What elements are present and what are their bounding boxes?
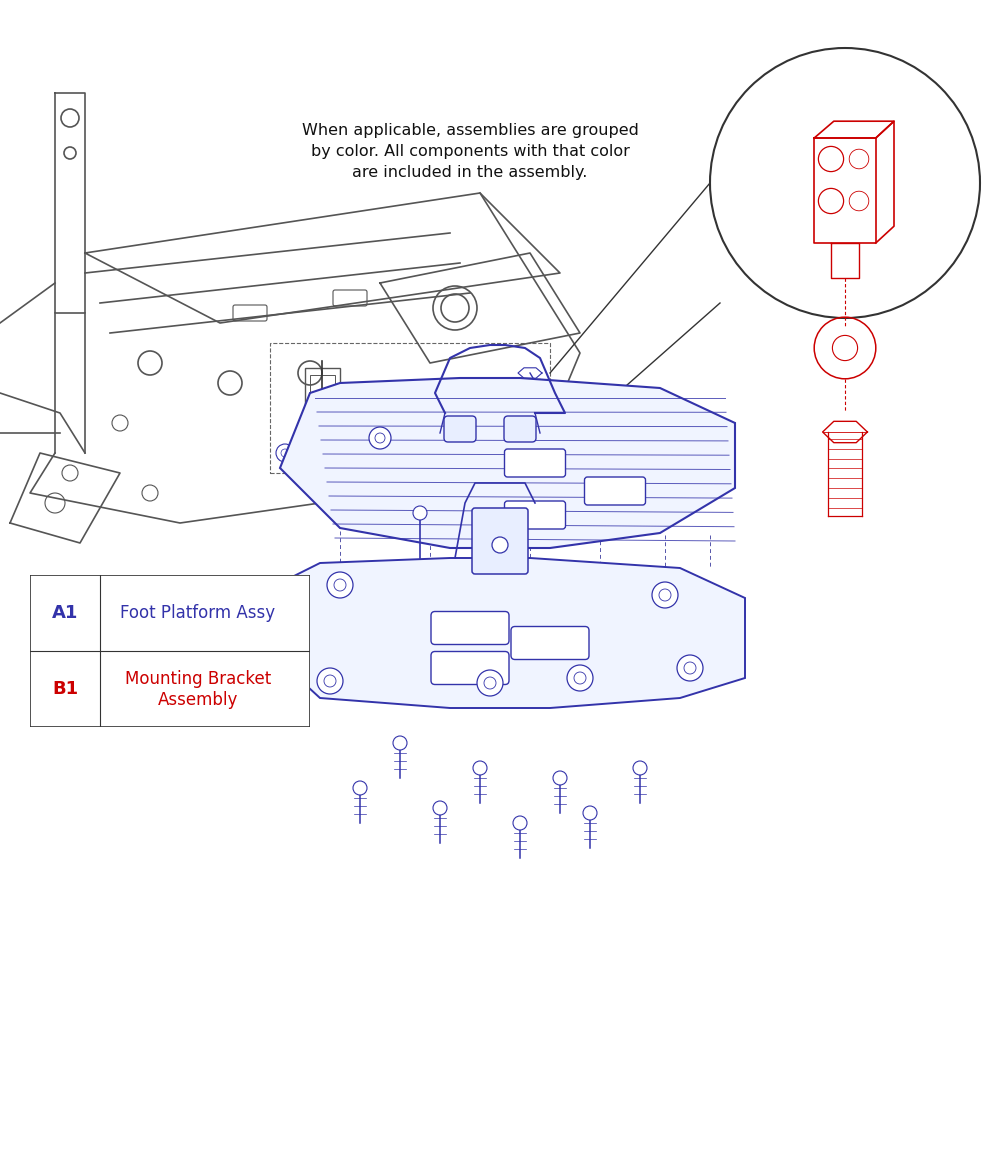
Circle shape <box>567 665 593 691</box>
FancyBboxPatch shape <box>431 611 509 644</box>
Text: When applicable, assemblies are grouped
by color. All components with that color: When applicable, assemblies are grouped … <box>302 123 638 181</box>
Circle shape <box>553 771 567 785</box>
Text: A1: A1 <box>52 604 78 622</box>
Polygon shape <box>310 393 735 448</box>
FancyBboxPatch shape <box>504 501 565 529</box>
Circle shape <box>574 672 586 684</box>
Bar <box>305 368 340 413</box>
Circle shape <box>433 801 447 815</box>
FancyBboxPatch shape <box>444 416 476 442</box>
Circle shape <box>334 579 346 591</box>
FancyBboxPatch shape <box>504 449 565 477</box>
Polygon shape <box>290 578 745 618</box>
FancyBboxPatch shape <box>504 416 536 442</box>
Bar <box>270 343 550 473</box>
Circle shape <box>393 735 407 750</box>
Circle shape <box>473 761 487 775</box>
Circle shape <box>583 806 597 820</box>
Circle shape <box>652 582 678 608</box>
Circle shape <box>327 572 353 598</box>
Circle shape <box>492 537 508 552</box>
Circle shape <box>659 589 671 601</box>
FancyBboxPatch shape <box>431 651 509 685</box>
Circle shape <box>477 670 503 696</box>
FancyBboxPatch shape <box>584 477 646 506</box>
Circle shape <box>375 433 385 443</box>
Circle shape <box>324 674 336 687</box>
Circle shape <box>413 506 427 520</box>
Polygon shape <box>280 378 735 548</box>
Circle shape <box>369 427 391 449</box>
Bar <box>310 375 335 405</box>
Circle shape <box>317 667 343 694</box>
FancyBboxPatch shape <box>472 508 528 574</box>
Circle shape <box>710 48 980 318</box>
Circle shape <box>684 662 696 674</box>
Polygon shape <box>260 558 745 708</box>
Text: Mounting Bracket
Assembly: Mounting Bracket Assembly <box>125 670 271 708</box>
FancyBboxPatch shape <box>511 626 589 659</box>
Circle shape <box>677 655 703 682</box>
Circle shape <box>513 816 527 830</box>
Text: Foot Platform Assy: Foot Platform Assy <box>120 604 276 622</box>
Circle shape <box>484 677 496 689</box>
Circle shape <box>353 781 367 795</box>
Text: B1: B1 <box>52 680 78 698</box>
Circle shape <box>633 761 647 775</box>
